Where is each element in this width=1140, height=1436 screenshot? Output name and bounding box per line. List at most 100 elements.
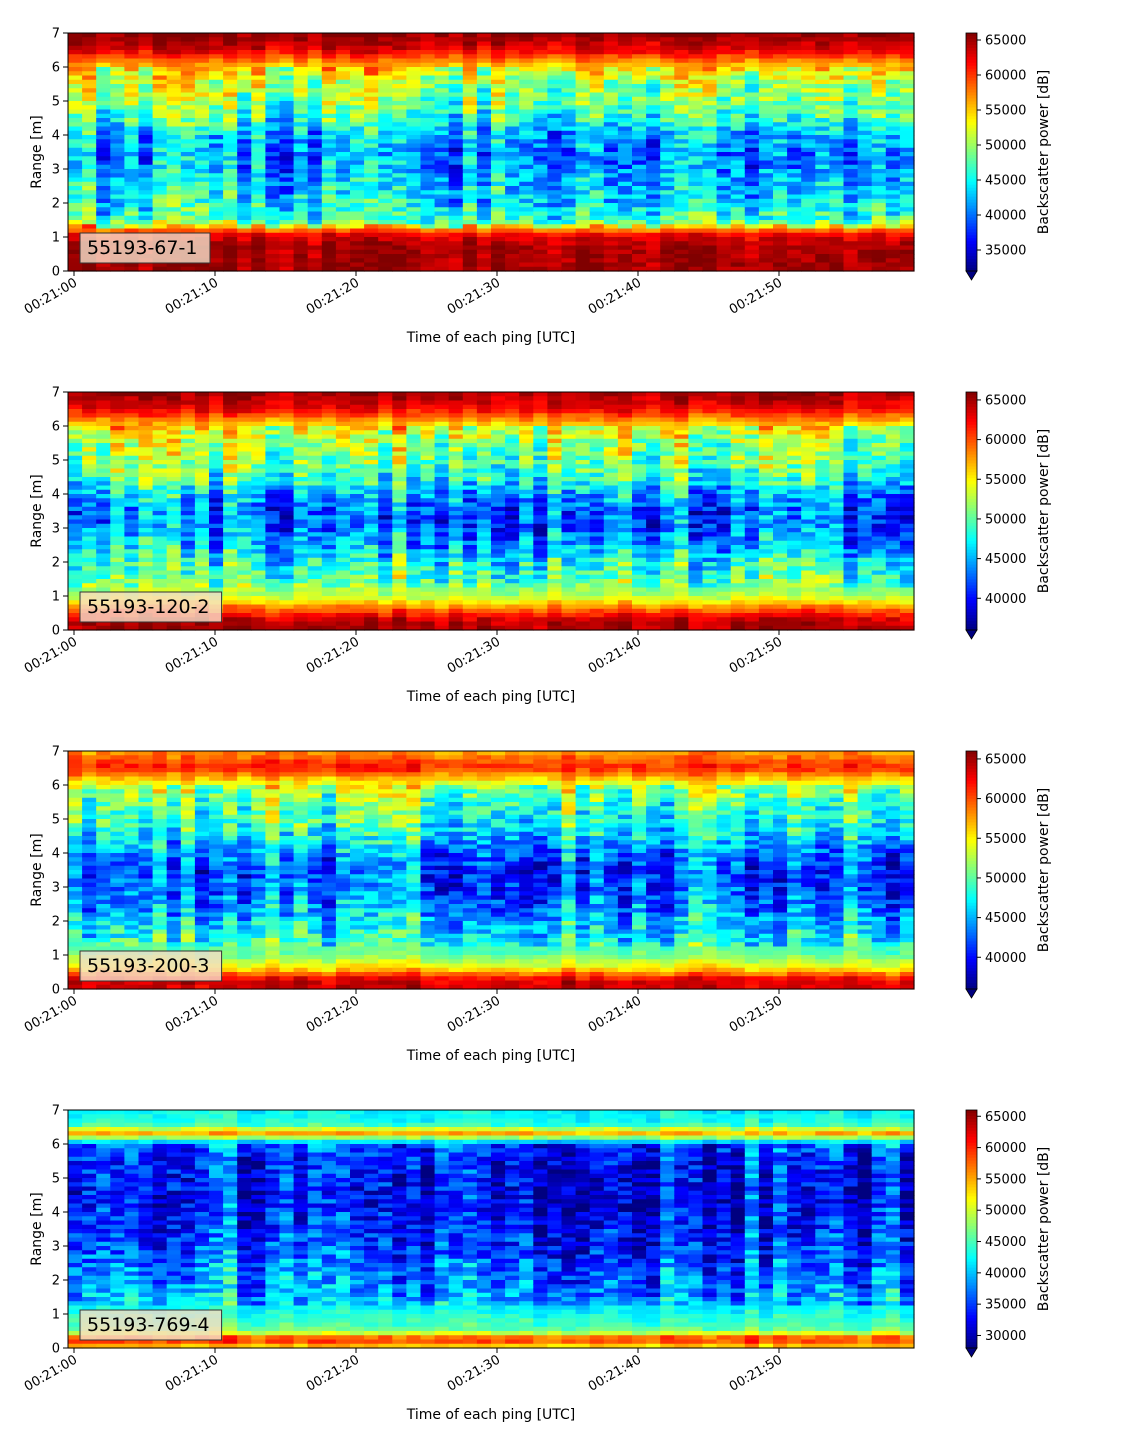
heatmap-cell — [406, 88, 422, 94]
heatmap-cell — [166, 540, 182, 546]
heatmap-cell — [660, 54, 675, 60]
heatmap-cell — [68, 164, 83, 170]
heatmap-cell — [194, 118, 210, 123]
heatmap-cell — [406, 143, 422, 149]
heatmap-cell — [603, 266, 619, 272]
heatmap-cell — [491, 237, 506, 242]
heatmap-cell — [307, 549, 323, 555]
heatmap-cell — [773, 198, 788, 204]
heatmap-cell — [434, 203, 450, 208]
heatmap-cell — [335, 404, 351, 410]
heatmap-cell — [519, 113, 534, 119]
heatmap-cell — [251, 224, 266, 230]
heatmap-cell — [519, 228, 534, 234]
heatmap-cell — [420, 33, 436, 38]
heatmap-cell — [223, 591, 238, 597]
heatmap-cell — [758, 228, 774, 234]
heatmap-cell — [519, 33, 534, 38]
heatmap-cell — [265, 545, 281, 550]
heatmap-cell — [787, 262, 802, 268]
heatmap-cell — [646, 67, 661, 72]
heatmap-cell — [420, 71, 436, 77]
heatmap-cell — [194, 67, 210, 72]
heatmap-cell — [758, 58, 774, 64]
heatmap-cell — [899, 228, 915, 234]
heatmap-cell — [476, 105, 492, 111]
heatmap-cell — [758, 215, 774, 221]
heatmap-cell — [209, 498, 224, 504]
heatmap-cell — [364, 621, 379, 627]
heatmap-cell — [702, 211, 718, 217]
heatmap-cell — [307, 194, 323, 200]
heatmap-cell — [237, 41, 252, 47]
heatmap-cell — [265, 169, 281, 174]
heatmap-cell — [350, 540, 365, 546]
heatmap-cell — [406, 266, 422, 272]
heatmap-cell — [871, 224, 887, 230]
heatmap-cell — [251, 181, 266, 187]
heatmap-cell — [547, 160, 563, 166]
heatmap-cell — [152, 396, 168, 402]
heatmap-cell — [223, 604, 238, 610]
heatmap-cell — [406, 186, 422, 191]
heatmap-cell — [180, 438, 196, 444]
colorbar-step — [966, 250, 977, 254]
heatmap-cell — [829, 54, 845, 60]
heatmap-cell — [617, 224, 633, 230]
heatmap-cell — [279, 203, 295, 208]
heatmap-cell — [688, 177, 704, 183]
heatmap-cell — [589, 139, 605, 145]
heatmap-cell — [279, 549, 295, 555]
heatmap-cell — [321, 71, 337, 77]
heatmap-cell — [617, 79, 633, 85]
heatmap-cell — [476, 198, 492, 204]
heatmap-cell — [223, 160, 238, 166]
heatmap-cell — [773, 152, 788, 157]
heatmap-cell — [589, 160, 605, 166]
heatmap-cell — [547, 220, 563, 225]
heatmap-cell — [321, 608, 337, 614]
heatmap-cell — [251, 241, 266, 247]
heatmap-cell — [194, 41, 210, 47]
heatmap-cell — [843, 109, 859, 115]
heatmap-cell — [758, 190, 774, 196]
heatmap-cell — [152, 228, 168, 234]
colorbar-step — [966, 166, 977, 171]
heatmap-cell — [505, 254, 520, 259]
heatmap-cell — [434, 160, 450, 166]
heatmap-cell — [96, 211, 111, 217]
colorbar-tick-label: 35000 — [985, 244, 1026, 259]
heatmap-cell — [871, 135, 887, 140]
heatmap-cell — [194, 515, 210, 521]
heatmap-cell — [561, 71, 577, 77]
heatmap-cell — [730, 37, 746, 43]
heatmap-cell — [491, 160, 506, 166]
heatmap-cell — [364, 502, 379, 508]
heatmap-cell — [251, 617, 266, 623]
heatmap-cell — [265, 266, 281, 272]
heatmap-cell — [265, 621, 281, 627]
heatmap-cell — [843, 96, 859, 102]
heatmap-cell — [448, 122, 464, 128]
heatmap-cell — [68, 545, 83, 550]
heatmap-cell — [237, 62, 252, 68]
heatmap-cell — [730, 173, 746, 179]
heatmap-cell — [223, 617, 238, 623]
heatmap-cell — [491, 152, 506, 157]
heatmap-cell — [96, 519, 111, 525]
heatmap-cell — [420, 511, 436, 516]
heatmap-cell — [420, 621, 436, 627]
heatmap-cell — [82, 41, 97, 47]
heatmap-cell — [462, 109, 478, 115]
heatmap-cell — [335, 608, 351, 614]
heatmap-cell — [237, 557, 252, 563]
colorbar-step — [966, 149, 977, 153]
heatmap-cell — [406, 621, 422, 627]
heatmap-cell — [335, 489, 351, 495]
heatmap-cell — [180, 574, 196, 580]
heatmap-cell — [138, 519, 154, 525]
heatmap-cell — [646, 245, 661, 251]
heatmap-cell — [237, 143, 252, 149]
heatmap-cell — [307, 126, 323, 132]
heatmap-cell — [899, 198, 915, 204]
